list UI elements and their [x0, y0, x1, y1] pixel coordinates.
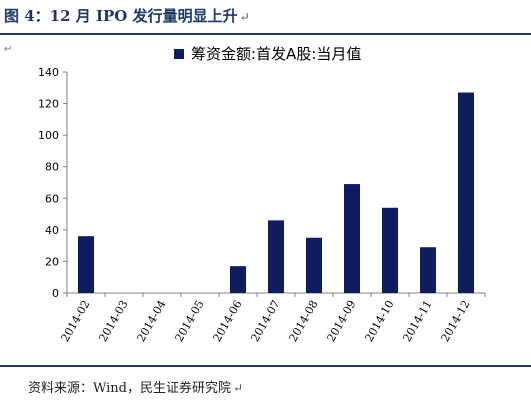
x-tick-label: 2014-02 — [58, 298, 92, 344]
x-tick-label: 2014-04 — [134, 298, 168, 344]
figure-title-text: 图 4：12 月 IPO 发行量明显上升 — [4, 7, 238, 25]
bar — [306, 237, 322, 293]
legend-label: 筹资金额:首发A股:当月值 — [191, 45, 361, 63]
y-tick-label: 80 — [45, 161, 59, 174]
source-note: 资料来源：Wind，民生证券研究院 ↵ — [28, 377, 243, 396]
y-tick-label: 140 — [38, 66, 59, 79]
y-tick-label: 100 — [38, 129, 59, 142]
paragraph-mark-icon: ↵ — [4, 44, 13, 55]
paragraph-mark-icon: ↵ — [233, 381, 244, 395]
x-tick-label: 2014-10 — [362, 298, 396, 344]
x-tick-label: 2014-07 — [248, 298, 282, 344]
paragraph-mark-icon: ↵ — [239, 10, 250, 24]
x-tick-label: 2014-03 — [96, 298, 130, 344]
figure-title: 图 4：12 月 IPO 发行量明显上升 ↵ — [4, 3, 250, 29]
x-tick-label: 2014-09 — [324, 298, 358, 344]
y-tick-label: 0 — [52, 287, 59, 300]
x-tick-label: 2014-06 — [210, 298, 244, 344]
bar — [344, 184, 360, 293]
y-tick-label: 60 — [45, 192, 59, 205]
x-tick-label: 2014-08 — [286, 298, 320, 344]
bar — [268, 220, 284, 293]
top-divider — [0, 33, 531, 35]
y-tick-label: 120 — [38, 98, 59, 111]
x-tick-label: 2014-12 — [438, 298, 472, 344]
bar — [78, 236, 94, 293]
x-tick-label: 2014-05 — [172, 298, 206, 344]
x-tick-label: 2014-11 — [400, 298, 434, 344]
bar — [458, 92, 474, 293]
bar — [230, 266, 246, 293]
bottom-divider — [0, 365, 531, 367]
legend-swatch — [174, 49, 184, 59]
y-tick-label: 20 — [45, 255, 59, 268]
y-tick-label: 40 — [45, 224, 59, 237]
bar — [420, 247, 436, 293]
bar — [382, 207, 398, 293]
source-text: 资料来源：Wind，民生证券研究院 — [28, 381, 231, 396]
